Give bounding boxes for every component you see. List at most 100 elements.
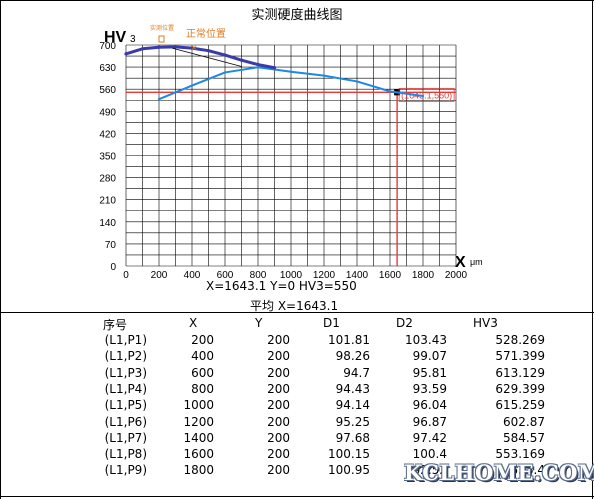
table-cell: 94.7: [343, 365, 370, 380]
series-point: [256, 62, 260, 67]
table-row: (L1,P4) 800 200 94.43 93.59 629.399: [0, 382, 594, 398]
table-cell: 94.14: [335, 398, 370, 413]
table-row: (L1,P7) 1400 200 97.68 97.42 584.57: [0, 431, 594, 447]
series-point: [272, 66, 277, 70]
table-header-cell: 序号: [103, 318, 128, 332]
hardness-chart: 0 70 140 210 280 350 420 490 560 630 700 0 200 400 600…: [99, 24, 482, 281]
series-point: [157, 45, 161, 49]
frame-right-border: [592, 0, 593, 499]
table-cell: 1400: [183, 430, 214, 445]
series-point: [322, 74, 326, 77]
table-row: (L1,P6) 1200 200 95.25 96.87 602.87: [0, 415, 594, 431]
table-cell: 200: [267, 349, 290, 364]
table-cell: 93.59: [412, 381, 447, 396]
table-cell: (L1,P6): [104, 414, 147, 429]
y-tick-label: 350: [99, 152, 116, 163]
chart-title: 实测硬度曲线图: [251, 8, 343, 23]
series-point: [355, 80, 359, 83]
table-cell: (L1,P1): [104, 333, 147, 347]
table-cell: 200: [267, 398, 290, 413]
y-tick-label: 700: [99, 41, 116, 52]
series-point: [289, 70, 293, 73]
table-cell: 602.87: [503, 414, 545, 429]
marker-label: (1643.1,550): [401, 90, 452, 100]
table-cell: 1600: [183, 447, 214, 462]
table-cell: (L1,P3): [104, 365, 147, 380]
y-axis-label-subscript: 3: [130, 34, 136, 45]
annotation-small-label: 实测位置: [150, 24, 174, 32]
series-point: [206, 49, 211, 53]
y-tick-label: 140: [99, 218, 116, 229]
table-cell: (L1,P5): [104, 398, 147, 413]
annotation-normal-position: 正常位置: [186, 27, 226, 40]
table-cell: 95.25: [335, 414, 370, 429]
y-tick-label: 630: [99, 63, 116, 74]
table-cell: 400: [191, 349, 214, 364]
table-cell: 584.57: [503, 430, 545, 445]
y-tick-label: 280: [99, 174, 116, 185]
y-tick-label: 560: [99, 85, 116, 96]
y-tick-label: 70: [105, 240, 117, 251]
section-divider: [0, 312, 594, 313]
table-cell: 100.4: [412, 447, 447, 462]
table-cell: 100.15: [328, 447, 370, 462]
series-point: [223, 53, 227, 57]
table-cell: 1200: [183, 414, 214, 429]
table-cell: 553.169: [495, 447, 545, 462]
x-tick-label: 400: [184, 270, 201, 281]
table-row: (L1,P3) 600 200 94.7 95.81 613.129: [0, 366, 594, 382]
table-cell: (L1,P4): [104, 381, 147, 396]
table-cell: 95.81: [412, 365, 447, 380]
table-cell: (L1,P2): [104, 349, 147, 364]
table-cell: 94.43: [335, 381, 370, 396]
series-point: [421, 94, 425, 98]
series-line-normal: [125, 45, 275, 70]
table-cell: 99.07: [412, 349, 447, 364]
average-readout: 平均 X=1643.1: [250, 299, 339, 313]
table-cell: 629.399: [495, 381, 545, 396]
table-header-row: 序号 X Y D1 D2 HV3: [0, 316, 594, 332]
table-cell: 538.4: [510, 463, 545, 478]
table-cell: 613.129: [495, 365, 545, 380]
table-cell: 200: [267, 381, 290, 396]
table-cell: 1000: [183, 398, 214, 413]
annotation-normal-marker: ×: [191, 43, 197, 54]
table-header-cell: D1: [323, 316, 340, 330]
frame-top-border: [0, 0, 594, 1]
x-tick-label: 1000: [280, 270, 303, 281]
x-tick-label: 200: [151, 270, 168, 281]
table-cell: 200: [267, 463, 290, 478]
table-header-cell: Y: [255, 316, 263, 330]
series-connector: [172, 47, 242, 67]
table-cell: 1800: [183, 463, 214, 478]
y-tick-label: 490: [99, 107, 116, 118]
table-row: (L1,P8) 1600 200 100.15 100.4 553.169: [0, 447, 594, 463]
table-cell: (L1,P8): [104, 447, 147, 462]
y-tick-label: 0: [110, 262, 116, 273]
x-tick-label: 800: [250, 270, 267, 281]
y-axis-label: HV: [104, 29, 127, 46]
table-cell: 600: [191, 365, 214, 380]
table-header-cell: X: [189, 316, 198, 330]
series-point: [157, 98, 161, 101]
series-point: [256, 66, 260, 69]
table-cell: 571.399: [495, 349, 545, 364]
table-cell: 97.42: [412, 430, 447, 445]
table-cell: 96.87: [412, 414, 447, 429]
x-tick-label: 1600: [379, 270, 402, 281]
table-row: (L1,P5) 1000 200 94.14 96.04 615.259: [0, 398, 594, 414]
series-point: [190, 46, 194, 50]
table-row: (L1,P9) 1800 200 100.95 102.52 538.4: [0, 463, 594, 479]
marker-label-box: [398, 87, 455, 102]
table-cell: 800: [191, 381, 214, 396]
table-cell: 98.26: [335, 349, 370, 364]
table-cell: 103.43: [405, 333, 447, 347]
series-point: [239, 58, 244, 62]
watermark-logo: KCLHOME.COM: [404, 460, 594, 485]
table-cell: 615.259: [495, 398, 545, 413]
table-cell: 200: [267, 447, 290, 462]
frame-bottom-border: [0, 496, 594, 497]
table-cell: 100.95: [328, 463, 370, 478]
x-tick-label: 1400: [346, 270, 369, 281]
frame-left-border: [0, 0, 1, 499]
